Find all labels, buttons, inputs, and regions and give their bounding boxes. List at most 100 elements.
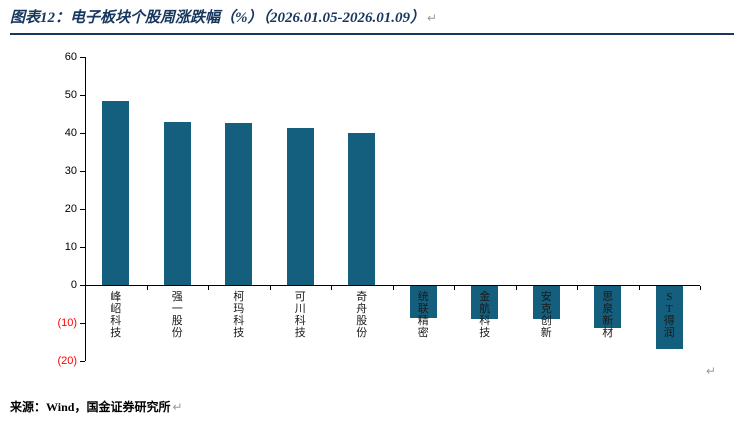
category-label-char: S bbox=[666, 291, 673, 303]
x-axis-tickmark bbox=[454, 286, 455, 290]
category-label: 安克创新 bbox=[538, 291, 554, 339]
y-axis-tick-label: (20) bbox=[57, 355, 77, 367]
paragraph-return-mark: ↵ bbox=[706, 364, 717, 378]
x-axis-tickmark bbox=[85, 286, 86, 290]
category-label-char: 联 bbox=[417, 303, 429, 315]
y-axis-tick-label: 60 bbox=[64, 51, 77, 63]
y-axis-tickmark bbox=[80, 323, 85, 324]
y-axis-tickmark bbox=[80, 95, 85, 96]
category-label-char: 金 bbox=[479, 291, 491, 303]
category-label-char: 科 bbox=[110, 315, 122, 327]
y-axis-tickmark bbox=[80, 133, 85, 134]
category-label-char: 可 bbox=[294, 291, 306, 303]
category-label-char: 舟 bbox=[356, 303, 368, 315]
category-label-char: 得 bbox=[663, 315, 675, 327]
x-axis-tickmark bbox=[146, 286, 148, 290]
category-label-char: 川 bbox=[294, 303, 306, 315]
bar bbox=[225, 122, 253, 285]
category-label: 强一股份 bbox=[169, 291, 185, 339]
y-axis-line bbox=[85, 57, 86, 361]
y-axis-tickmark bbox=[80, 57, 85, 58]
bar bbox=[348, 133, 376, 285]
x-axis-tickmark bbox=[515, 286, 517, 290]
category-label-char: 股 bbox=[171, 315, 183, 327]
bar bbox=[594, 286, 622, 328]
y-axis-tickmark bbox=[80, 209, 85, 210]
category-label-char: 科 bbox=[294, 315, 306, 327]
bar bbox=[655, 286, 683, 349]
category-label-char: 科 bbox=[233, 315, 245, 327]
category-label-char: 技 bbox=[110, 327, 122, 339]
y-axis-tick-label: 10 bbox=[64, 241, 77, 253]
bar bbox=[409, 286, 437, 318]
bar bbox=[471, 286, 499, 319]
y-axis-tick-label: (10) bbox=[57, 317, 77, 329]
y-axis-tick-label: 20 bbox=[64, 203, 77, 215]
category-label: 统联精密 bbox=[415, 291, 431, 339]
chart-title: 图表12：电子板块个股周涨跌幅（%）（2026.01.05-2026.01.09… bbox=[10, 6, 437, 27]
category-label-char: 份 bbox=[171, 327, 183, 339]
x-axis-tickmark bbox=[208, 286, 209, 290]
bar bbox=[163, 121, 191, 285]
title-divider bbox=[10, 33, 734, 35]
category-label-char: 柯 bbox=[233, 291, 245, 303]
source-note-text: 来源：Wind，国金证券研究所 bbox=[10, 400, 171, 414]
category-label-char: 材 bbox=[602, 327, 614, 339]
bar bbox=[532, 286, 560, 320]
category-label-char: 统 bbox=[417, 291, 429, 303]
chart-title-text: 图表12：电子板块个股周涨跌幅（%）（2026.01.05-2026.01.09… bbox=[10, 10, 425, 26]
category-label-char: 玛 bbox=[233, 303, 245, 315]
paragraph-return-mark: ↵ bbox=[427, 11, 438, 25]
category-label-char: 科 bbox=[479, 315, 491, 327]
category-label: 奇舟股份 bbox=[354, 291, 370, 339]
category-label-char: 航 bbox=[479, 303, 491, 315]
category-label-char: 密 bbox=[417, 327, 429, 339]
category-label: 柯玛科技 bbox=[231, 291, 247, 339]
bar bbox=[102, 101, 130, 285]
x-axis-tickmark bbox=[700, 286, 701, 290]
bar bbox=[286, 128, 314, 285]
category-label-char: 技 bbox=[233, 327, 245, 339]
category-label-char: 奇 bbox=[356, 291, 368, 303]
category-label-char: 份 bbox=[356, 327, 368, 339]
category-label-char: 思 bbox=[602, 291, 614, 303]
category-label-char: 新 bbox=[540, 327, 552, 339]
x-axis-tickmark bbox=[638, 286, 640, 290]
category-label-char: 克 bbox=[540, 303, 552, 315]
category-label-char: 新 bbox=[602, 315, 614, 327]
category-label-char: T bbox=[665, 303, 673, 315]
category-label-char: 泉 bbox=[602, 303, 614, 315]
paragraph-return-mark: ↵ bbox=[172, 400, 183, 414]
category-label-char: 岹 bbox=[110, 303, 122, 315]
category-label-char: 一 bbox=[171, 303, 183, 315]
y-axis-tick-label: 0 bbox=[70, 279, 77, 291]
x-axis-tickmark bbox=[577, 286, 578, 290]
category-label: 可川科技 bbox=[292, 291, 308, 339]
y-axis-tick-label: 50 bbox=[64, 89, 77, 101]
y-axis-tickmark bbox=[80, 247, 85, 248]
category-label: 峰岹科技 bbox=[108, 291, 124, 339]
category-label-char: 精 bbox=[417, 315, 429, 327]
category-label-char: 峰 bbox=[110, 291, 122, 303]
category-label-char: 润 bbox=[663, 327, 675, 339]
category-label-char: 股 bbox=[356, 315, 368, 327]
category-label: 金航科技 bbox=[477, 291, 493, 339]
category-label-char: 创 bbox=[540, 315, 552, 327]
source-note: 来源：Wind，国金证券研究所 ↵ bbox=[10, 398, 183, 415]
x-axis-tickmark bbox=[392, 286, 394, 290]
y-axis-tick-label: 30 bbox=[64, 165, 77, 177]
category-label-char: 安 bbox=[540, 291, 552, 303]
category-label: 思泉新材 bbox=[600, 291, 616, 339]
x-axis-tickmark bbox=[331, 286, 332, 290]
category-label-char: 强 bbox=[171, 291, 183, 303]
y-axis-tickmark bbox=[80, 171, 85, 172]
category-label-char: 技 bbox=[479, 327, 491, 339]
y-axis-tickmark bbox=[80, 285, 85, 286]
x-axis-line bbox=[85, 285, 700, 286]
y-axis-tickmark bbox=[80, 361, 85, 362]
x-axis-tickmark bbox=[269, 286, 271, 290]
y-axis-tick-label: 40 bbox=[64, 127, 77, 139]
